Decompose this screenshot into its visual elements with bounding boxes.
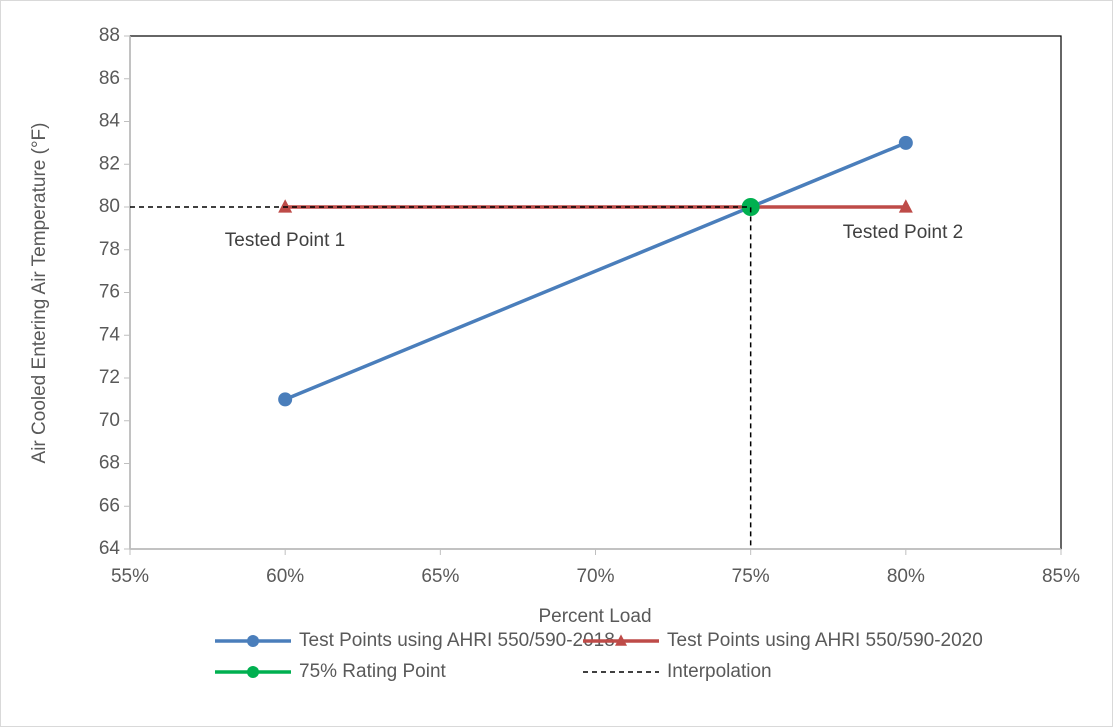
y-tick-label: 80	[99, 196, 120, 217]
legend-label: Test Points using AHRI 550/590-2018	[299, 630, 615, 651]
x-tick-label: 70%	[576, 566, 614, 587]
legend-label: Test Points using AHRI 550/590-2020	[667, 630, 983, 651]
x-tick-label: 65%	[421, 566, 459, 587]
x-tick-label: 55%	[111, 566, 149, 587]
y-tick-label: 64	[99, 538, 121, 559]
data-point	[898, 199, 913, 213]
legend-label: Interpolation	[667, 661, 772, 682]
x-tick-label: 80%	[887, 566, 925, 587]
y-tick-label: 82	[99, 153, 120, 174]
data-point	[741, 198, 760, 216]
legend-marker	[247, 635, 259, 647]
data-point	[278, 392, 293, 407]
x-axis-label: Percent Load	[538, 606, 651, 627]
y-tick-label: 78	[99, 239, 120, 260]
legend-marker	[615, 634, 627, 646]
y-tick-label: 72	[99, 367, 120, 388]
x-tick-label: 75%	[732, 566, 770, 587]
y-tick-label: 84	[99, 111, 121, 132]
y-axis-label: Air Cooled Entering Air Temperature (°F)	[29, 123, 50, 464]
y-tick-label: 74	[99, 324, 121, 345]
legend-label: 75% Rating Point	[299, 661, 447, 682]
y-tick-label: 88	[99, 25, 120, 46]
y-tick-label: 70	[99, 410, 120, 431]
y-tick-label: 68	[99, 453, 120, 474]
y-tick-label: 66	[99, 495, 120, 516]
y-tick-label: 76	[99, 282, 120, 303]
series-line	[284, 141, 907, 401]
data-point	[278, 199, 293, 213]
data-point	[898, 135, 913, 150]
y-tick-label: 86	[99, 68, 120, 89]
annotation: Tested Point 1	[225, 230, 345, 251]
x-tick-label: 85%	[1042, 566, 1080, 587]
legend-marker	[247, 666, 259, 678]
interpolation-line	[130, 206, 752, 549]
annotation: Tested Point 2	[843, 222, 963, 243]
x-tick-label: 60%	[266, 566, 304, 587]
